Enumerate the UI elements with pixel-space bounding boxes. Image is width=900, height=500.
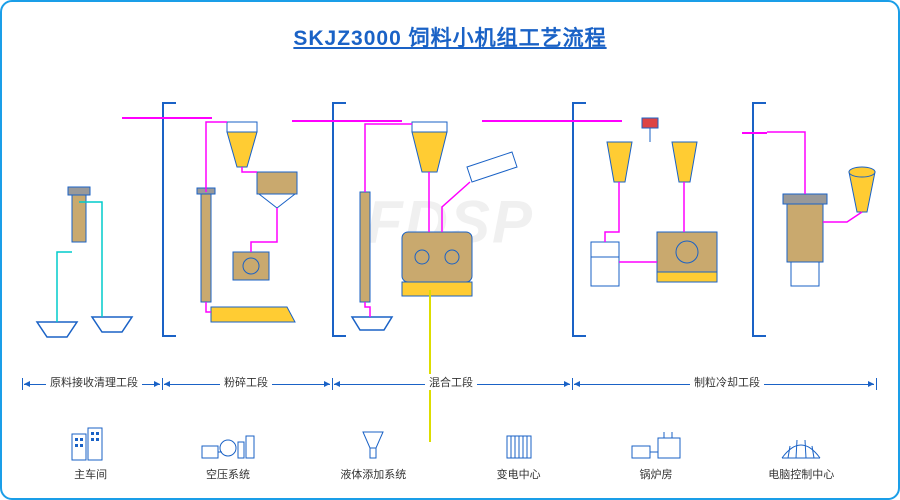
partition-wall: [162, 102, 164, 337]
partition-wall: [572, 102, 574, 337]
transformer-icon: [494, 428, 544, 462]
wall-cap: [162, 102, 176, 104]
wall-cap: [332, 102, 346, 104]
footer-label: 锅炉房: [639, 466, 672, 482]
diagram-title: SKJZ3000 饲料小机组工艺流程: [293, 22, 606, 52]
section-label: 混合工段: [425, 374, 477, 390]
wall-cap: [162, 335, 176, 337]
footer-label: 主车间: [74, 466, 107, 482]
footer-item-substation: 变电中心: [494, 428, 544, 482]
section-pellet-machines: [587, 112, 747, 342]
building-icon: [66, 428, 116, 462]
section-label: 原料接收清理工段: [46, 374, 142, 390]
section-label: 制粒冷却工段: [690, 374, 764, 390]
section-intake-machines: [32, 112, 152, 342]
footer-item-liquid: 液体添加系统: [340, 428, 406, 482]
wall-cap: [752, 102, 766, 104]
boiler-icon: [631, 428, 681, 462]
footer-item-air: 空压系统: [203, 428, 253, 482]
section-bagging-machines: [767, 112, 887, 342]
footer-facilities-row: 主车间 空压系统 液体添加系统 变电中心 锅炉房: [22, 412, 878, 482]
partition-wall: [752, 102, 754, 337]
section-grinding-machines: [177, 112, 327, 342]
footer-label: 变电中心: [497, 466, 541, 482]
pipe-magenta: [742, 132, 767, 134]
section-mixing-machines: [352, 112, 562, 342]
wall-cap: [752, 335, 766, 337]
footer-label: 液体添加系统: [340, 466, 406, 482]
funnel-icon: [348, 428, 398, 462]
footer-label: 电脑控制中心: [768, 466, 834, 482]
wall-cap: [572, 335, 586, 337]
section-dim-row: 原料接收清理工段 粉碎工段 混合工段 制粒冷却工段: [22, 372, 878, 402]
partition-wall: [332, 102, 334, 337]
footer-item-boiler: 锅炉房: [631, 428, 681, 482]
compressor-icon: [203, 428, 253, 462]
process-diagram-frame: SKJZ3000 饲料小机组工艺流程 FDSP: [0, 0, 900, 500]
diagram-area: FDSP: [22, 72, 878, 372]
footer-item-workshop: 主车间: [66, 428, 116, 482]
control-icon: [776, 428, 826, 462]
footer-label: 空压系统: [206, 466, 250, 482]
section-label: 粉碎工段: [220, 374, 272, 390]
wall-cap: [332, 335, 346, 337]
wall-cap: [572, 102, 586, 104]
footer-item-control: 电脑控制中心: [768, 428, 834, 482]
